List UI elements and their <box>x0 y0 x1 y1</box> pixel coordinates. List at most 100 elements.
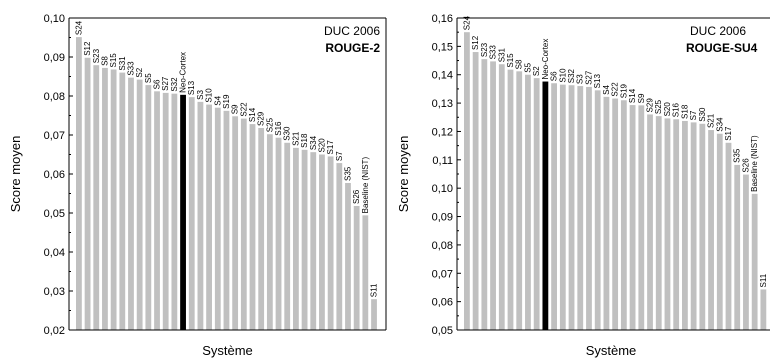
bar-label: S35 <box>343 166 352 181</box>
bar-label: S16 <box>274 121 283 136</box>
bar-s3 <box>197 101 204 330</box>
bar-s8 <box>102 67 108 330</box>
bar-label: S32 <box>170 77 179 92</box>
bar-s19 <box>620 100 627 330</box>
bar-label: S31 <box>118 56 127 71</box>
bar-label: S13 <box>593 74 602 89</box>
bar-s5 <box>145 85 152 330</box>
bar-s15 <box>507 69 514 330</box>
bar-label: S6 <box>550 71 559 81</box>
bar-s19 <box>223 110 230 330</box>
bar-label: S34 <box>309 135 318 150</box>
bar-s29 <box>258 127 265 330</box>
bar-label: S15 <box>109 53 118 68</box>
bar-label: S17 <box>724 126 733 141</box>
bar-s25 <box>655 116 662 330</box>
chart-subtitle: ROUGE-SU4 <box>686 41 758 55</box>
x-axis-title: Système <box>202 343 253 358</box>
bar-s21 <box>293 147 299 330</box>
bar-label: S21 <box>707 113 716 128</box>
y-tick-label: 0,02 <box>44 325 65 337</box>
bar-label: S4 <box>213 95 222 105</box>
bar-label: S31 <box>497 47 506 62</box>
bar-s6 <box>154 91 160 330</box>
bar-label: S24 <box>74 20 83 35</box>
bar-label: Neo-Cortex <box>541 39 550 80</box>
bar-label: S27 <box>161 76 170 91</box>
bar-s20 <box>664 118 671 330</box>
bar-s7 <box>690 122 697 330</box>
bar-label: S25 <box>265 117 274 132</box>
y-tick-label: 0,04 <box>44 247 65 259</box>
bar-s18 <box>301 149 308 330</box>
y-tick-label: 0,10 <box>44 13 65 25</box>
bar-s30 <box>284 142 291 330</box>
bar-label: S33 <box>126 61 135 76</box>
bar-s10 <box>559 84 566 330</box>
bar-label: S22 <box>239 102 248 117</box>
bar-s2 <box>136 79 143 330</box>
bar-s4 <box>603 96 610 330</box>
bar-label: S2 <box>532 66 541 76</box>
y-tick-label: 0,08 <box>432 240 453 252</box>
bar-s8 <box>516 71 523 330</box>
y-tick-label: 0,07 <box>432 268 453 280</box>
bar-s25 <box>266 134 273 330</box>
y-tick-label: 0,09 <box>44 52 65 64</box>
bar-s14 <box>249 124 256 330</box>
bar-label: Baseline (NIST) <box>361 157 370 214</box>
bar-label: S22 <box>611 82 620 97</box>
bar-label: S6 <box>153 79 162 89</box>
bar-label: S26 <box>741 158 750 173</box>
bar-label: Neo-Cortex <box>179 52 188 93</box>
bar-label: S14 <box>248 107 257 122</box>
y-tick-label: 0,15 <box>432 41 453 53</box>
bar-s33 <box>490 61 496 330</box>
bar-s15 <box>110 69 117 330</box>
y-axis-title: Score moyen <box>8 136 23 213</box>
bar-s4 <box>214 107 221 330</box>
bar-s7 <box>336 163 343 330</box>
bar-label: S7 <box>689 110 698 120</box>
y-tick-label: 0,11 <box>432 155 453 167</box>
bar-label: S8 <box>100 56 109 66</box>
y-tick-label: 0,06 <box>432 297 453 309</box>
bar-s23 <box>481 59 488 330</box>
bar-s24 <box>76 37 82 330</box>
bar-s34 <box>716 133 723 330</box>
bar-label: S16 <box>672 102 681 117</box>
bar-s9 <box>638 105 645 330</box>
y-tick-label: 0,05 <box>44 208 65 220</box>
y-axis-title: Score moyen <box>396 136 411 213</box>
bar-s9 <box>232 116 239 330</box>
bar-s12 <box>472 52 479 330</box>
y-tick-label: 0,13 <box>432 98 453 110</box>
bar-s16 <box>275 137 282 330</box>
bar-s13 <box>188 97 195 330</box>
bar-label: S30 <box>698 107 707 122</box>
bar-s27 <box>586 86 592 330</box>
bar-label: S20 <box>317 138 326 153</box>
bar-label: S24 <box>462 15 471 30</box>
bar-label: S34 <box>715 117 724 132</box>
bar-s32 <box>568 85 575 330</box>
bar-s5 <box>525 74 531 330</box>
y-tick-label: 0,08 <box>44 91 65 103</box>
bar-s30 <box>699 123 706 330</box>
y-tick-label: 0,16 <box>432 13 453 25</box>
bar-label: S25 <box>654 99 663 114</box>
bar-label: S35 <box>733 148 742 163</box>
bar-label: S19 <box>619 83 628 98</box>
y-tick-label: 0,05 <box>432 325 453 337</box>
bar-label: S9 <box>231 104 240 114</box>
bar-label: S5 <box>523 62 532 72</box>
bar-label: S9 <box>637 93 646 103</box>
bar-label: S3 <box>196 90 205 100</box>
bar-s24 <box>464 32 470 330</box>
bar-neo-cortex <box>542 81 549 330</box>
y-tick-label: 0,14 <box>432 70 453 82</box>
bar-s35 <box>345 182 351 330</box>
